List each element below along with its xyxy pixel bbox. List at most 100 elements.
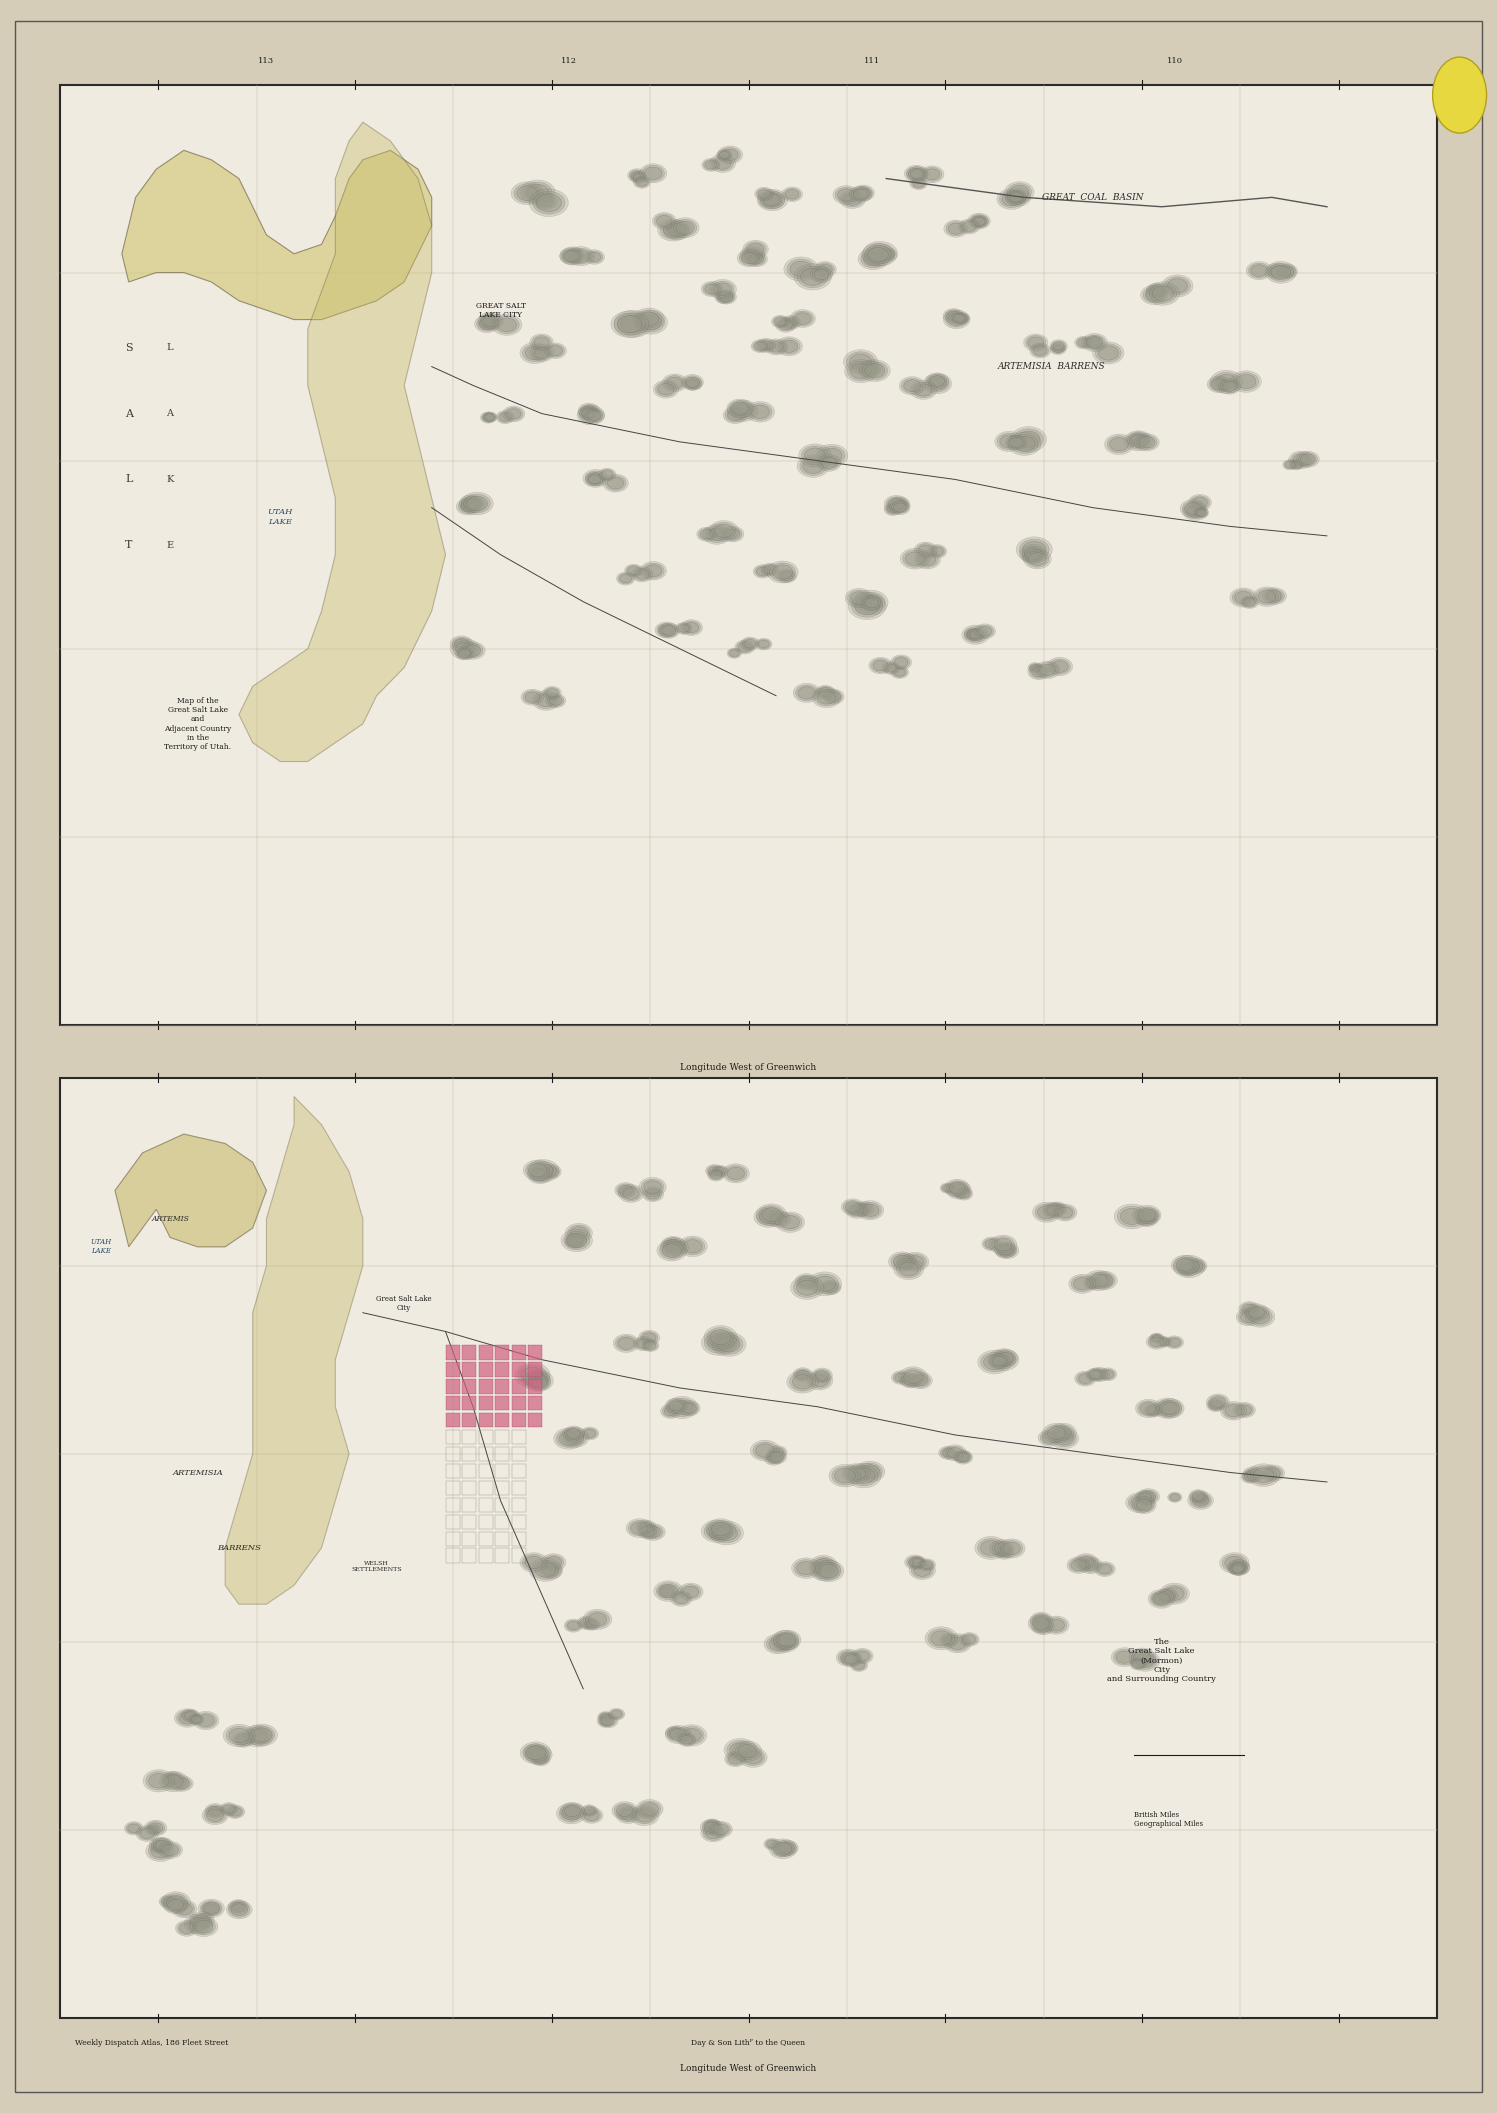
Bar — [528, 1397, 542, 1411]
Ellipse shape — [994, 1545, 1013, 1559]
Ellipse shape — [522, 1555, 545, 1570]
Ellipse shape — [1030, 663, 1040, 672]
Ellipse shape — [894, 657, 909, 668]
Ellipse shape — [847, 361, 874, 380]
Ellipse shape — [1025, 336, 1046, 349]
Ellipse shape — [1070, 1559, 1087, 1570]
Ellipse shape — [802, 459, 823, 473]
Ellipse shape — [723, 528, 743, 541]
Ellipse shape — [750, 406, 769, 418]
Ellipse shape — [527, 1166, 552, 1183]
Ellipse shape — [1150, 1338, 1163, 1346]
Ellipse shape — [909, 1557, 922, 1568]
Ellipse shape — [961, 220, 978, 232]
Ellipse shape — [904, 165, 928, 182]
Bar — [512, 1515, 525, 1530]
Ellipse shape — [807, 1371, 832, 1390]
Ellipse shape — [928, 378, 946, 391]
Ellipse shape — [602, 471, 612, 480]
Ellipse shape — [877, 247, 897, 262]
Bar — [463, 1414, 476, 1428]
Ellipse shape — [1096, 1274, 1112, 1287]
Ellipse shape — [524, 1743, 546, 1760]
Ellipse shape — [1283, 461, 1296, 469]
Ellipse shape — [771, 1452, 783, 1462]
Ellipse shape — [1213, 372, 1240, 391]
Ellipse shape — [729, 1754, 743, 1764]
Ellipse shape — [124, 1821, 144, 1834]
Ellipse shape — [710, 1331, 740, 1352]
Ellipse shape — [771, 1447, 783, 1458]
Ellipse shape — [683, 621, 701, 634]
Ellipse shape — [1240, 1302, 1260, 1316]
Ellipse shape — [635, 1809, 654, 1821]
Text: 111: 111 — [864, 57, 880, 66]
Ellipse shape — [913, 382, 934, 397]
Ellipse shape — [633, 1338, 654, 1350]
Ellipse shape — [175, 1779, 189, 1788]
Ellipse shape — [771, 1840, 795, 1857]
Ellipse shape — [1088, 1367, 1109, 1382]
Ellipse shape — [674, 220, 696, 237]
Ellipse shape — [1022, 547, 1043, 562]
Ellipse shape — [793, 264, 831, 289]
Ellipse shape — [865, 598, 879, 609]
Ellipse shape — [662, 1245, 681, 1257]
Ellipse shape — [853, 188, 868, 199]
Ellipse shape — [1292, 461, 1301, 469]
Ellipse shape — [737, 642, 753, 653]
Ellipse shape — [775, 1840, 798, 1855]
Ellipse shape — [204, 1904, 220, 1914]
Ellipse shape — [192, 1716, 201, 1722]
Ellipse shape — [946, 311, 967, 328]
Ellipse shape — [181, 1709, 199, 1722]
Ellipse shape — [530, 1371, 548, 1384]
Ellipse shape — [946, 1181, 972, 1198]
Ellipse shape — [858, 249, 888, 270]
Ellipse shape — [1003, 1542, 1021, 1555]
Ellipse shape — [1136, 1654, 1154, 1667]
Ellipse shape — [900, 547, 930, 568]
Ellipse shape — [578, 404, 600, 418]
Ellipse shape — [684, 623, 699, 632]
Ellipse shape — [843, 1652, 859, 1665]
Ellipse shape — [777, 319, 795, 332]
Ellipse shape — [160, 1843, 181, 1857]
Ellipse shape — [720, 148, 741, 163]
Ellipse shape — [1219, 378, 1241, 395]
Ellipse shape — [984, 1238, 1000, 1249]
Ellipse shape — [237, 1735, 251, 1745]
Ellipse shape — [743, 247, 762, 262]
Ellipse shape — [174, 1709, 201, 1726]
Ellipse shape — [766, 340, 786, 353]
Ellipse shape — [714, 1166, 728, 1177]
Ellipse shape — [126, 1824, 142, 1834]
Ellipse shape — [713, 1333, 737, 1350]
Bar — [512, 1447, 525, 1462]
Ellipse shape — [786, 190, 799, 199]
Ellipse shape — [669, 1401, 683, 1411]
Ellipse shape — [527, 184, 549, 201]
Ellipse shape — [669, 1399, 695, 1416]
Ellipse shape — [835, 1469, 855, 1483]
Ellipse shape — [765, 338, 787, 355]
Ellipse shape — [635, 568, 650, 579]
Ellipse shape — [1010, 186, 1028, 199]
Ellipse shape — [716, 1335, 743, 1354]
Ellipse shape — [784, 258, 819, 281]
Ellipse shape — [844, 1466, 868, 1481]
Ellipse shape — [994, 1350, 1018, 1367]
Ellipse shape — [1069, 1559, 1088, 1572]
Ellipse shape — [671, 218, 699, 237]
Ellipse shape — [582, 469, 608, 488]
Ellipse shape — [784, 317, 798, 328]
FancyBboxPatch shape — [60, 1078, 1437, 2018]
Ellipse shape — [671, 1591, 692, 1606]
Bar — [496, 1464, 509, 1479]
Ellipse shape — [1078, 1557, 1102, 1574]
Ellipse shape — [1141, 285, 1168, 304]
Ellipse shape — [1246, 262, 1272, 279]
Ellipse shape — [1087, 1369, 1102, 1380]
Ellipse shape — [457, 499, 481, 516]
Ellipse shape — [754, 1207, 783, 1228]
